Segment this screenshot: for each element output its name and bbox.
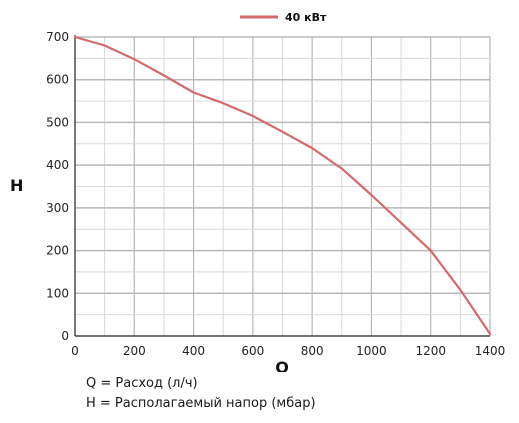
y-tick-label: 500 (46, 115, 69, 129)
h-definition: H = Располагаемый напор (мбар) (86, 396, 316, 411)
x-tick-label: 0 (71, 344, 79, 358)
series-lines (73, 35, 492, 335)
legend: 40 кВт (240, 11, 327, 24)
y-tick-label: 200 (46, 244, 69, 258)
grid (75, 36, 491, 336)
y-tick-label: 700 (46, 30, 69, 44)
x-tick-label: 1400 (475, 344, 506, 358)
y-tick-label: 0 (61, 329, 69, 343)
x-tick-label: 200 (123, 344, 146, 358)
x-tick-label: 1000 (356, 344, 387, 358)
series-line-1 (73, 35, 492, 335)
y-tick-label: 300 (46, 201, 69, 215)
q-definition: Q = Расход (л/ч) (86, 376, 198, 391)
y-tick-label: 100 (46, 286, 69, 300)
x-tick-label: 800 (301, 344, 324, 358)
axes (74, 35, 490, 337)
legend-label-series-1: 40 кВт (285, 11, 327, 24)
x-axis-title: Q (275, 358, 289, 372)
x-tick-label: 400 (182, 344, 205, 358)
axis-legend-notes: Q = Расход (л/ч) H = Располагаемый напор… (86, 374, 316, 414)
y-tick-label: 400 (46, 158, 69, 172)
x-tick-label: 1200 (415, 344, 446, 358)
x-tick-label: 600 (241, 344, 264, 358)
y-tick-label: 600 (46, 73, 69, 87)
x-tick-labels: 0 200 400 600 800 1000 1200 1400 (71, 344, 505, 358)
y-axis-title: H (10, 176, 23, 195)
chart: 40 кВт 0 200 400 600 800 1000 1200 1400 0 100 200… (10, 11, 505, 372)
y-tick-labels: 0 100 200 300 400 500 600 700 (46, 30, 69, 343)
